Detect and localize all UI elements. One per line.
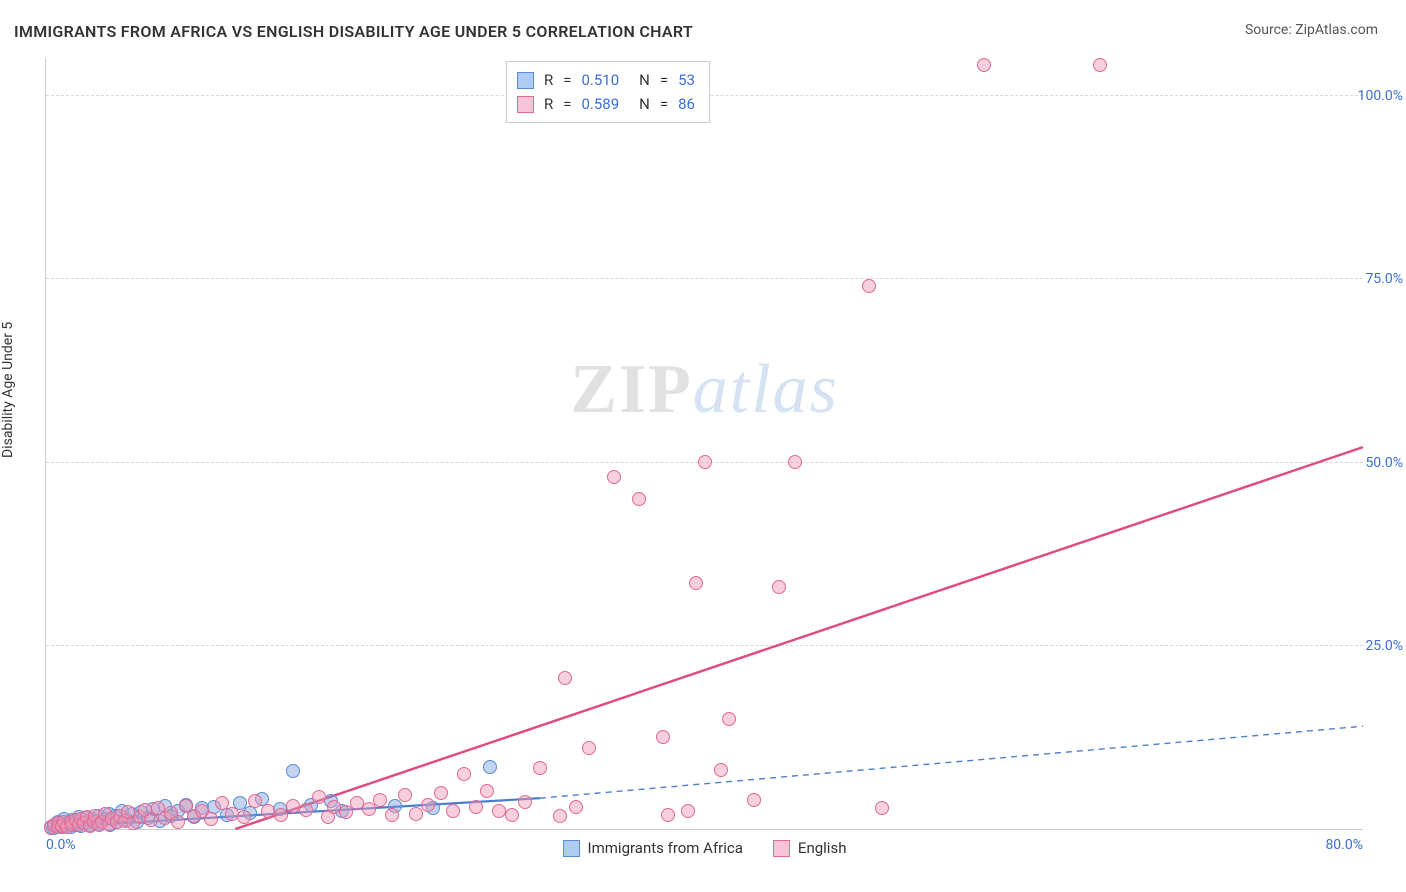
n-label: N	[639, 92, 650, 116]
data-point	[434, 786, 448, 800]
data-point	[788, 455, 802, 469]
data-point	[457, 767, 471, 781]
data-point	[505, 808, 519, 822]
gridline: 75.0%	[46, 278, 1363, 279]
legend-item: Immigrants from Africa	[563, 839, 743, 857]
data-point	[632, 492, 646, 506]
data-point	[339, 805, 353, 819]
data-point	[553, 809, 567, 823]
trend-line	[235, 447, 1363, 829]
watermark: ZIPatlas	[570, 350, 839, 430]
x-tick-label: 80.0%	[1325, 837, 1363, 853]
n-value: 86	[678, 92, 695, 116]
data-point	[483, 760, 497, 774]
data-point	[286, 799, 300, 813]
stats-row: R = 0.510 N = 53	[517, 68, 695, 92]
x-tick-label: 0.0%	[46, 837, 76, 853]
data-point	[747, 793, 761, 807]
series-swatch	[517, 72, 534, 89]
r-value: 0.510	[581, 68, 619, 92]
data-point	[698, 455, 712, 469]
y-tick-label: 25.0%	[1365, 638, 1403, 654]
watermark-zip: ZIP	[570, 351, 693, 428]
data-point	[373, 793, 387, 807]
legend-label: English	[798, 839, 847, 857]
scatter-plot: 100.0%75.0%50.0%25.0% ZIPatlas R=0.510N=…	[45, 58, 1363, 830]
gridline: 25.0%	[46, 645, 1363, 646]
data-point	[569, 800, 583, 814]
trend-lines	[46, 58, 1363, 829]
data-point	[144, 813, 158, 827]
eq: =	[563, 68, 571, 92]
data-point	[722, 712, 736, 726]
data-point	[689, 576, 703, 590]
data-point	[656, 730, 670, 744]
data-point	[681, 804, 695, 818]
data-point	[237, 810, 251, 824]
legend-label: Immigrants from Africa	[588, 839, 743, 857]
data-point	[533, 761, 547, 775]
stats-row: R = 0.589 N = 86	[517, 92, 695, 116]
y-tick-label: 75.0%	[1365, 271, 1403, 287]
data-point	[421, 798, 435, 812]
series-swatch	[773, 840, 790, 857]
chart-title: IMMIGRANTS FROM AFRICA VS ENGLISH DISABI…	[14, 22, 693, 41]
y-tick-label: 50.0%	[1365, 455, 1403, 471]
data-point	[492, 804, 506, 818]
data-point	[248, 794, 262, 808]
data-point	[875, 801, 889, 815]
data-point	[518, 795, 532, 809]
data-point	[204, 812, 218, 826]
data-point	[362, 802, 376, 816]
series-swatch	[563, 840, 580, 857]
data-point	[299, 803, 313, 817]
data-point	[862, 279, 876, 293]
series-legend: Immigrants from Africa English	[563, 839, 847, 857]
correlation-stats-box: R = 0.510 N = 53 R = 0.589 N = 86	[506, 61, 710, 123]
data-point	[312, 790, 326, 804]
data-point	[661, 808, 675, 822]
source-label: Source:	[1245, 22, 1295, 38]
r-label: R	[544, 68, 553, 92]
watermark-atlas: atlas	[693, 351, 839, 428]
data-point	[398, 788, 412, 802]
data-point	[171, 815, 185, 829]
r-value: 0.589	[581, 92, 619, 116]
data-point	[714, 763, 728, 777]
data-point	[582, 741, 596, 755]
data-point	[977, 58, 991, 72]
data-point	[385, 808, 399, 822]
source-attribution: Source: ZipAtlas.com	[1245, 22, 1378, 38]
data-point	[286, 764, 300, 778]
y-axis-label: Disability Age Under 5	[0, 322, 16, 458]
data-point	[446, 804, 460, 818]
data-point	[1093, 58, 1107, 72]
data-point	[261, 804, 275, 818]
data-point	[607, 470, 621, 484]
r-label: R	[544, 92, 553, 116]
n-label: N	[639, 68, 650, 92]
eq: =	[660, 92, 668, 116]
eq: =	[563, 92, 571, 116]
legend-item: English	[773, 839, 847, 857]
data-point	[469, 800, 483, 814]
eq: =	[660, 68, 668, 92]
y-tick-label: 100.0%	[1358, 88, 1403, 104]
data-point	[480, 784, 494, 798]
source-name: ZipAtlas.com	[1295, 22, 1378, 38]
series-swatch	[517, 96, 534, 113]
data-point	[558, 671, 572, 685]
data-point	[772, 580, 786, 594]
n-value: 53	[678, 68, 695, 92]
